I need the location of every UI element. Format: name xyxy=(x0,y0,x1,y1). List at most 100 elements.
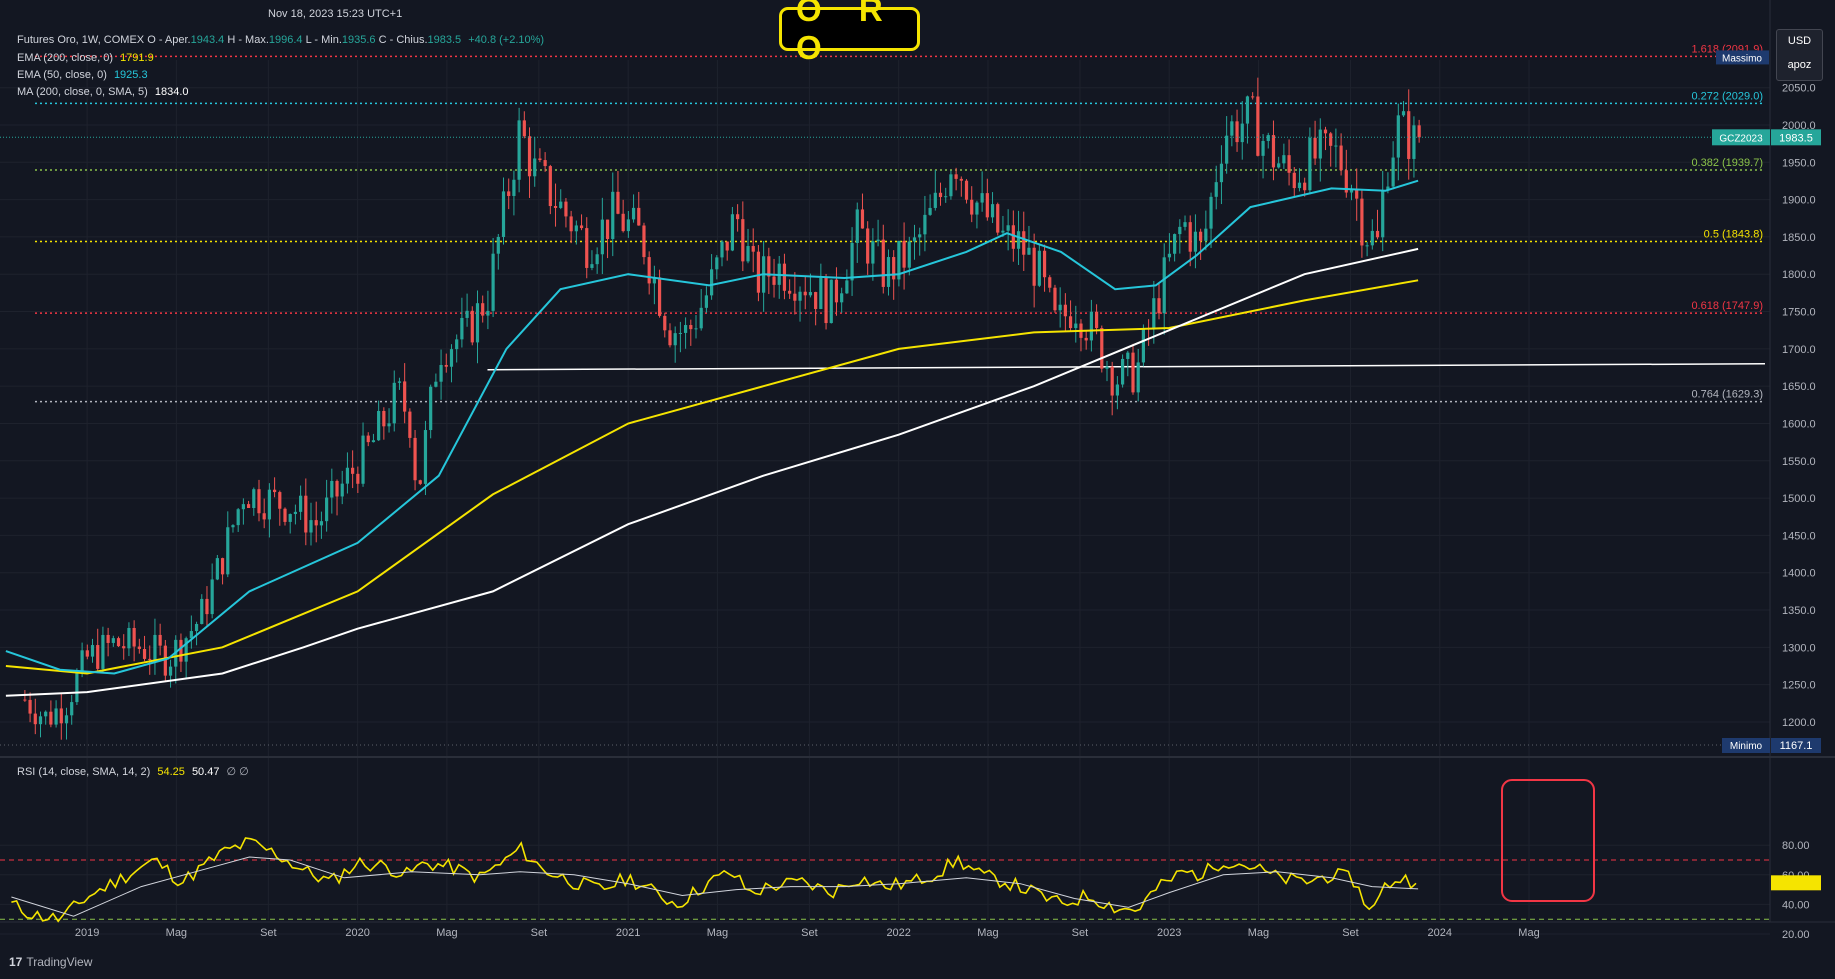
min-value-badge xyxy=(1771,738,1821,753)
candle-body xyxy=(990,204,995,218)
candle-body xyxy=(647,257,651,284)
candle-body xyxy=(288,514,292,522)
candle-body xyxy=(1110,366,1114,396)
candle-body xyxy=(194,623,199,632)
candle-body xyxy=(715,257,719,270)
indicator-label: MA (200, close, 0, SMA, 5) xyxy=(17,86,148,98)
candle-body xyxy=(377,410,381,441)
time-tick-label: 2021 xyxy=(616,927,640,939)
candle-body xyxy=(808,292,813,296)
candle-body xyxy=(1287,155,1291,173)
candle-body xyxy=(694,328,698,330)
candle-body xyxy=(772,276,776,285)
candle-body xyxy=(845,280,849,294)
candle-body xyxy=(1401,111,1406,116)
candle-body xyxy=(631,207,636,220)
candle-body xyxy=(246,504,251,509)
candle-body xyxy=(1063,304,1067,317)
candle-body xyxy=(80,650,84,674)
indicator-legend-ema200[interactable]: EMA (200, close, 0) 1791.9 xyxy=(17,51,154,65)
candle-body xyxy=(683,325,688,333)
candle-body xyxy=(382,410,386,427)
candle-body xyxy=(605,219,610,239)
price-tick-label: 1200.0 xyxy=(1782,717,1816,729)
candle-body xyxy=(501,191,506,237)
time-tick-label: Mag xyxy=(1248,927,1269,939)
candle-body xyxy=(1375,230,1380,238)
price-tick-label: 1300.0 xyxy=(1782,642,1816,654)
indicator-legend-ema50[interactable]: EMA (50, close, 0) 1925.3 xyxy=(17,68,148,82)
candle-body xyxy=(491,253,495,311)
price-tick-label: 1400.0 xyxy=(1782,568,1816,580)
candle-body xyxy=(257,489,261,514)
candle-body xyxy=(486,310,490,316)
candle-body xyxy=(1245,96,1250,124)
candle-body xyxy=(886,257,891,287)
candle-body xyxy=(293,511,298,515)
candle-body xyxy=(1204,228,1208,241)
candle-body xyxy=(985,193,989,218)
candle-body xyxy=(33,713,37,725)
candle-body xyxy=(397,381,402,383)
candle-body xyxy=(1006,225,1010,231)
chart-title: O R O xyxy=(796,0,897,66)
candle-body xyxy=(403,381,407,412)
candle-body xyxy=(517,120,521,180)
rsi-value: 54.25 xyxy=(157,766,185,778)
indicator-legend-ma200[interactable]: MA (200, close, 0, SMA, 5) 1834.0 xyxy=(17,85,189,99)
symbol-name: Futures Oro, 1W, COMEX xyxy=(17,34,145,46)
rsi-line xyxy=(11,837,1417,923)
candle-body xyxy=(553,206,558,208)
candle-body xyxy=(668,330,672,346)
min-badge xyxy=(1722,738,1770,753)
candle-body xyxy=(1297,182,1302,189)
candle-body xyxy=(980,193,984,203)
indicator-label: EMA (200, close, 0) xyxy=(17,52,113,64)
price-tick-label: 1500.0 xyxy=(1782,493,1816,505)
tradingview-logo-icon: 17 xyxy=(9,955,23,969)
price-change: +40.8 (+2.10%) xyxy=(468,34,545,46)
candle-body xyxy=(1037,250,1041,286)
indicator-value: 1791.9 xyxy=(120,52,154,64)
ohlc-value: 1996.4 xyxy=(268,34,303,46)
candle-body xyxy=(444,364,448,367)
chart-grid xyxy=(0,0,1835,935)
candle-body xyxy=(928,207,932,215)
candle-body xyxy=(1188,222,1192,252)
candle-body xyxy=(299,495,303,512)
candle-body xyxy=(200,598,204,624)
candle-body xyxy=(1407,111,1411,159)
candle-body xyxy=(782,263,787,291)
candle-body xyxy=(699,307,703,329)
candle-body xyxy=(663,315,667,331)
candle-body xyxy=(434,381,438,387)
candle-body xyxy=(148,658,152,660)
candle-body xyxy=(902,240,906,268)
candle-body xyxy=(1323,129,1328,134)
candle-body xyxy=(267,489,271,520)
candle-body xyxy=(272,489,277,493)
candle-body xyxy=(1068,316,1073,329)
candle-body xyxy=(132,627,136,647)
price-tick-label: 1900.0 xyxy=(1782,195,1816,207)
candle-body xyxy=(1313,137,1317,159)
currency-unit-selector[interactable]: USD apoz xyxy=(1776,29,1823,81)
candle-body xyxy=(1001,230,1005,233)
candle-body xyxy=(351,467,355,474)
candle-body xyxy=(85,650,89,657)
candle-body xyxy=(262,513,266,520)
candle-body xyxy=(23,699,27,701)
candle-body xyxy=(595,254,599,265)
candle-body xyxy=(413,437,417,481)
candle-body xyxy=(673,333,677,346)
time-tick-label: 2019 xyxy=(75,927,99,939)
rsi-extra: ∅ ∅ xyxy=(226,766,249,778)
candle-body xyxy=(158,634,162,646)
tradingview-brand[interactable]: 17 TradingView xyxy=(9,955,92,969)
symbol-legend[interactable]: Futures Oro, 1W, COMEX O - Aper.1943.4 H… xyxy=(17,33,544,47)
candle-body xyxy=(1136,362,1140,393)
candle-body xyxy=(860,209,865,229)
rsi-legend[interactable]: RSI (14, close, SMA, 14, 2) 54.25 50.47 … xyxy=(17,765,249,779)
rsi-ma-line xyxy=(11,856,1419,917)
